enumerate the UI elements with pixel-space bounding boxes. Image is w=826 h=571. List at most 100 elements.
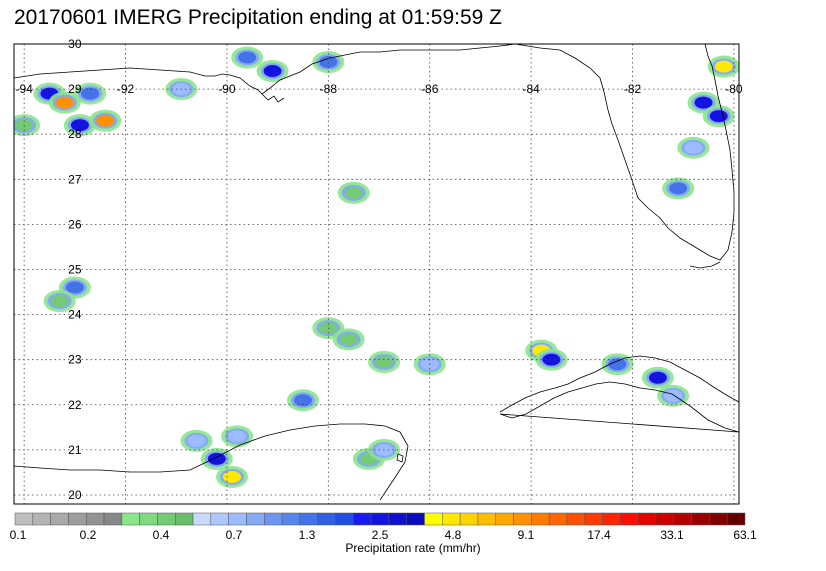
colorbar-swatch xyxy=(442,512,461,526)
colorbar-label: Precipitation rate (mm/hr) xyxy=(345,541,481,555)
lon-tick-label: -94 xyxy=(15,82,33,96)
colorbar-swatch xyxy=(281,512,301,526)
colorbar-tick-label: 2.5 xyxy=(372,528,389,542)
colorbar-swatch xyxy=(335,512,354,526)
lat-tick-label: 28 xyxy=(68,127,82,141)
coastlines xyxy=(14,44,739,501)
precip-cell xyxy=(714,60,733,73)
colorbar-swatch xyxy=(68,512,87,526)
colorbar-swatch xyxy=(139,512,158,526)
colorbar-swatch xyxy=(50,512,69,526)
colorbar-swatch xyxy=(157,512,176,526)
precip-cell xyxy=(684,141,703,154)
precip-cell xyxy=(608,358,627,371)
colorbar-tick-label: 4.8 xyxy=(445,528,462,542)
plot-background xyxy=(14,44,739,504)
colorbar-swatch xyxy=(584,512,603,526)
colorbar-swatch xyxy=(14,512,34,526)
colorbar-tick-label: 17.4 xyxy=(587,528,611,542)
lat-tick-label: 24 xyxy=(68,308,82,322)
colorbar-swatch xyxy=(317,512,336,526)
colorbar-swatch xyxy=(602,512,621,526)
colorbar-swatch xyxy=(726,512,746,526)
precip-cell xyxy=(55,96,74,109)
lat-tick-label: 25 xyxy=(68,262,82,276)
precip-cell xyxy=(70,119,89,132)
precip-cell xyxy=(339,333,358,346)
precip-cell xyxy=(187,434,206,447)
lon-tick-label: -80 xyxy=(725,82,743,96)
lon-tick-label: -92 xyxy=(117,82,135,96)
precip-cell xyxy=(542,353,561,366)
colorbar-swatch xyxy=(103,512,123,526)
precip-cell xyxy=(293,394,312,407)
colorbar-tick-label: 0.1 xyxy=(10,528,27,542)
axis-labels: -94 -92 -90 -88 -86 -84 -82 -80 30 29 28 27 26 25 24 23… xyxy=(15,37,742,502)
lon-tick-label: -86 xyxy=(421,82,439,96)
coastline-yucatan xyxy=(14,423,409,501)
map-title: 20170601 IMERG Precipitation ending at 0… xyxy=(14,6,502,29)
colorbar-swatch xyxy=(513,512,532,526)
precip-cell xyxy=(709,110,728,123)
precip-cell xyxy=(65,281,84,294)
lon-tick-label: -88 xyxy=(320,82,338,96)
lat-lon-grid xyxy=(14,43,739,504)
lat-tick-label: 20 xyxy=(68,488,82,502)
colorbar-swatch xyxy=(673,512,692,526)
colorbar-swatch xyxy=(566,512,586,526)
colorbar-swatch xyxy=(353,512,372,526)
colorbar-swatch xyxy=(85,512,105,526)
colorbar-swatch xyxy=(192,512,212,526)
lat-tick-label: 22 xyxy=(68,398,82,412)
colorbar-swatch xyxy=(548,512,568,526)
colorbar-tick-label: 9.1 xyxy=(518,528,535,542)
colorbar-tick-label: 0.2 xyxy=(80,528,97,542)
colorbar-swatch xyxy=(264,512,283,526)
colorbar-swatch xyxy=(424,512,443,526)
colorbar-swatch xyxy=(246,512,265,526)
precip-cell xyxy=(238,51,257,64)
lat-tick-label: 29 xyxy=(68,82,82,96)
lat-tick-label: 27 xyxy=(68,172,82,186)
precip-cell xyxy=(96,114,115,127)
coastline-us-gulf xyxy=(14,44,516,95)
lon-tick-label: -90 xyxy=(218,82,236,96)
colorbar-tick-label: 1.3 xyxy=(299,528,316,542)
colorbar-swatch xyxy=(531,512,550,526)
coastline-cuba xyxy=(499,355,739,433)
precip-cell xyxy=(344,186,363,199)
precip-cell xyxy=(81,87,100,100)
colorbar-swatch xyxy=(121,512,140,526)
colorbar-swatch xyxy=(637,512,657,526)
colorbar-swatch xyxy=(477,512,496,526)
colorbar-swatch xyxy=(210,512,229,526)
lon-tick-label: -82 xyxy=(624,82,642,96)
colorbar-swatch xyxy=(228,512,247,526)
lat-tick-label: 26 xyxy=(68,217,82,231)
coastline-miss-delta xyxy=(261,93,285,103)
lat-tick-label: 21 xyxy=(68,443,82,457)
colorbar-swatch xyxy=(655,512,675,526)
precipitation-field xyxy=(14,46,739,488)
colorbar-swatch xyxy=(299,512,318,526)
colorbar-swatch xyxy=(32,512,51,526)
colorbar: 0.1 0.2 0.4 0.7 1.3 2.5 4.8 9.1 17.4 33.1 63.1 xyxy=(10,512,757,542)
precip-cell xyxy=(207,452,226,465)
plot-frame xyxy=(13,43,740,505)
colorbar-swatch xyxy=(495,512,514,526)
colorbar-tick-label: 0.4 xyxy=(153,528,170,542)
colorbar-swatch xyxy=(620,512,639,526)
colorbar-swatch xyxy=(174,512,194,526)
precip-cell xyxy=(375,355,394,368)
precip-cell xyxy=(694,96,713,109)
lat-tick-label: 30 xyxy=(68,37,82,51)
lon-tick-label: -84 xyxy=(522,82,540,96)
precip-cell xyxy=(50,295,69,308)
colorbar-swatch xyxy=(388,512,407,526)
coastline-cozumel xyxy=(396,453,404,463)
precip-cell xyxy=(228,430,247,443)
colorbar-swatch xyxy=(406,512,425,526)
lat-tick-label: 23 xyxy=(68,353,82,367)
colorbar-swatch xyxy=(370,512,390,526)
